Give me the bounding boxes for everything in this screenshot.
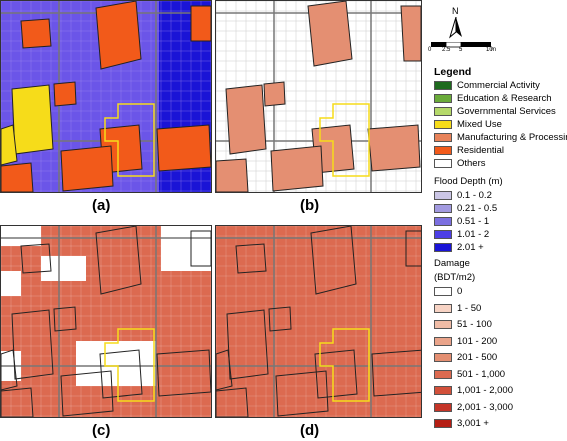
landuse-label: Residential [457,145,504,156]
north-arrow-icon [449,17,462,39]
damage-swatch [434,419,452,428]
north-letter: N [452,6,459,16]
map-panel-c [0,225,212,418]
damage-swatch [434,287,452,296]
damage-label: 201 - 500 [457,352,498,363]
landuse-swatch [434,81,452,90]
damage-swatch [434,320,452,329]
flood-label: 1.01 - 2 [457,229,490,240]
scale-tick-3: 10 [486,47,493,53]
damage-swatch [434,303,452,313]
damage-legend-item: 101 - 200 [434,336,497,347]
damage-map-full [216,226,421,417]
map-panel-a [0,0,212,193]
flood-swatch [434,230,452,239]
flood-label: 2.01 + [457,242,484,253]
map-legend: Legend Commercial Activity Education & Re… [430,64,567,440]
scale-tick-1: 2.5 [442,47,451,53]
damage-legend-item: 201 - 500 [434,352,497,363]
damage-label: 3,001 + [457,418,489,429]
scale-tick-0: 0 [428,47,432,53]
damage-label: 0 [457,286,463,297]
landuse-legend-item: Governmental Services [434,106,556,117]
landuse-label: Education & Research [457,93,552,104]
flood-legend-item: 0.21 - 0.5 [434,203,497,214]
damage-label: 1,001 - 2,000 [457,385,513,396]
panel-label-c: (c) [92,422,111,439]
damage-legend-item: 501 - 1,000 [434,369,505,380]
damage-legend-item: 1,001 - 2,000 [434,385,513,396]
flood-swatch [434,204,452,213]
landuse-label: Mixed Use [457,119,502,130]
panel-label-b: (b) [300,197,320,214]
landuse-legend-item: Education & Research [434,93,552,104]
scale-tick-2: 5 [459,47,463,53]
legend-title: Legend [434,66,472,78]
damage-swatch [434,336,452,346]
flood-swatch [434,217,452,226]
flood-label: 0.1 - 0.2 [457,190,492,201]
flood-legend-item: 0.51 - 1 [434,216,489,227]
landuse-swatch [434,146,452,155]
damage-legend-item: 0 [434,286,462,297]
landuse-legend-item: Mixed Use [434,119,502,130]
landuse-legend-item: Others [434,158,486,169]
damage-label: 1 - 50 [457,302,482,314]
damage-label: 101 - 200 [457,335,498,347]
landuse-label: Others [457,158,486,169]
damage-legend-item: 3,001 + [434,418,489,429]
landuse-map [1,1,211,192]
landuse-legend-item: Manufacturing & Processing [434,132,567,143]
map-panel-d [215,225,422,418]
damage-swatch [434,369,452,379]
scale-bar-graphic [431,42,491,48]
map-panel-b [215,0,422,193]
damage-label: 51 - 100 [457,319,492,330]
landuse-swatch [434,133,452,142]
damage-swatch [434,386,452,395]
panel-label-a: (a) [92,197,111,214]
damage-swatch [434,353,452,362]
scale-bar: 0 2.5 5 10 m [428,42,498,62]
damage-map-partial [1,226,211,417]
damage-label: 2,001 - 3,000 [457,401,513,413]
flood-legend-item: 1.01 - 2 [434,229,489,240]
damage-legend-item: 1 - 50 [434,303,481,314]
flood-legend-item: 2.01 + [434,242,484,253]
damage-title: Damage [434,258,470,269]
landuse-swatch [434,120,452,129]
scale-unit: m [491,47,496,53]
landuse-legend-item: Residential [434,145,504,156]
landuse-legend-item: Commercial Activity [434,80,540,91]
damage-unit: (BDT/m2) [434,272,476,283]
flood-label: 0.51 - 1 [457,216,490,227]
landuse-label: Commercial Activity [457,80,540,91]
landuse-label: Governmental Services [457,106,556,117]
landuse-swatch [434,107,452,116]
flood-swatch [434,191,452,200]
damage-legend-item: 2,001 - 3,000 [434,402,513,413]
landuse-swatch [434,94,452,103]
landuse-swatch [434,159,452,168]
flood-label: 0.21 - 0.5 [457,203,498,214]
damage-label: 501 - 1,000 [457,368,506,380]
flood-legend-item: 0.1 - 0.2 [434,190,492,201]
flood-depth-title: Flood Depth (m) [434,176,503,187]
north-arrow: N [446,6,466,39]
landuse-label: Manufacturing & Processing [457,132,567,143]
damage-legend-item: 51 - 100 [434,319,492,330]
flood-depth-map [216,1,421,192]
damage-swatch [434,402,452,412]
flood-swatch [434,243,452,252]
panel-label-d: (d) [300,422,320,439]
